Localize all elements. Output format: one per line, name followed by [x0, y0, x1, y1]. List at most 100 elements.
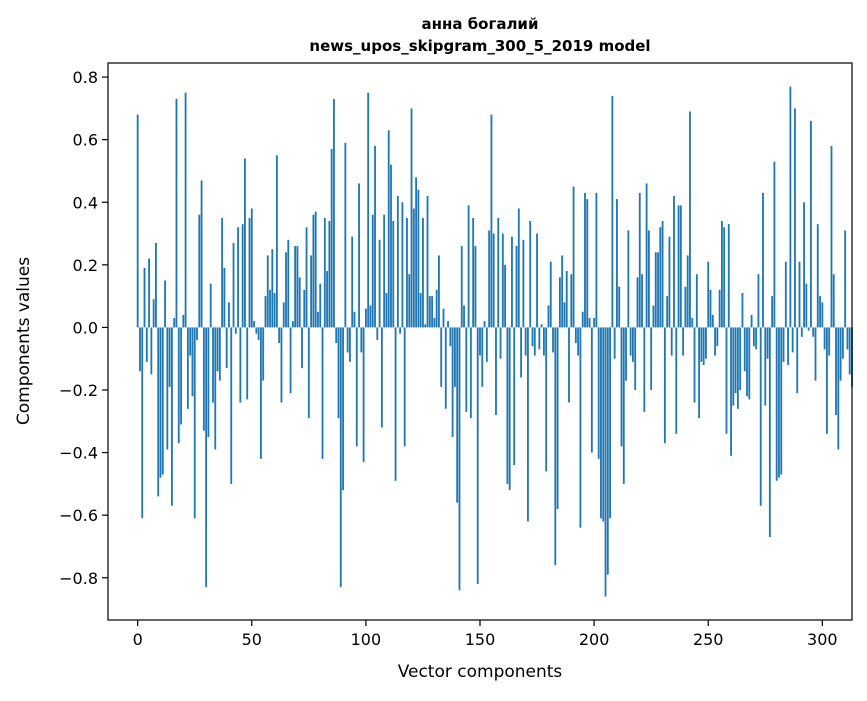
bar — [301, 327, 303, 369]
bar — [380, 327, 383, 428]
bar — [586, 199, 589, 328]
bar — [164, 280, 166, 328]
bar — [661, 221, 664, 328]
chart-title-line-2: news_upos_skipgram_300_5_2019 model — [309, 37, 650, 55]
bar — [344, 142, 347, 328]
bar — [506, 327, 509, 484]
bar — [837, 327, 840, 450]
bar — [714, 327, 716, 356]
bar — [600, 327, 602, 519]
bar — [574, 327, 577, 344]
bar — [435, 289, 438, 328]
bar — [362, 327, 365, 462]
bar — [816, 224, 819, 328]
bar — [410, 108, 413, 328]
bar — [739, 327, 742, 390]
y-tick-label: −0.4 — [59, 444, 98, 463]
bar — [342, 327, 344, 491]
bar — [417, 189, 420, 328]
bar — [383, 214, 386, 328]
bar — [323, 217, 326, 328]
bar — [472, 217, 475, 328]
bar — [424, 324, 427, 328]
bar — [803, 202, 805, 328]
chart-title-line-1: анна богалий — [422, 15, 539, 33]
bar — [369, 305, 372, 328]
bar — [743, 327, 746, 372]
bar — [691, 318, 694, 328]
bar — [759, 327, 762, 506]
bar — [807, 327, 810, 331]
bar — [253, 321, 255, 328]
bar — [716, 327, 719, 347]
bar — [207, 327, 210, 437]
bar — [821, 302, 824, 328]
bar — [303, 289, 306, 328]
bar — [403, 327, 406, 447]
bar — [698, 327, 701, 419]
bar — [485, 327, 488, 362]
bar — [371, 214, 374, 328]
bar — [741, 293, 744, 328]
bar — [702, 327, 705, 365]
bar — [684, 286, 687, 328]
bar — [351, 236, 354, 328]
bar — [431, 296, 433, 328]
bar — [568, 327, 570, 403]
bar — [542, 327, 545, 356]
bar — [611, 95, 614, 328]
bar — [581, 311, 584, 328]
bar — [768, 327, 771, 538]
bar — [705, 327, 707, 359]
bar — [579, 327, 582, 528]
bar — [488, 230, 491, 328]
bar — [629, 327, 632, 356]
bar — [212, 327, 214, 403]
x-tick-label: 300 — [807, 630, 838, 649]
bar — [469, 327, 472, 419]
bar — [841, 327, 844, 359]
bar — [616, 199, 618, 328]
bar — [285, 252, 287, 328]
y-axis: −0.8 −0.6 −0.4 −0.2 0.0 0.2 0.4 0.6 0.8 — [59, 68, 108, 588]
bar — [298, 277, 301, 328]
bar — [287, 239, 290, 328]
bar — [419, 293, 422, 328]
x-tick-label: 0 — [133, 630, 143, 649]
x-tick-label: 50 — [242, 630, 262, 649]
bar — [547, 305, 550, 328]
bar — [723, 227, 726, 328]
bar — [481, 327, 484, 387]
bar — [823, 327, 826, 350]
bar — [695, 274, 698, 328]
bar — [495, 327, 497, 416]
y-tick-label: 0.4 — [73, 193, 98, 212]
bar — [150, 327, 153, 375]
bar — [260, 327, 262, 459]
bar — [622, 327, 625, 484]
bar — [545, 327, 548, 472]
bar — [773, 161, 776, 328]
bar — [825, 327, 828, 434]
bar — [501, 233, 504, 328]
bar — [732, 327, 735, 406]
bar — [812, 327, 815, 337]
bar — [700, 327, 703, 362]
bar — [844, 230, 847, 328]
bar — [508, 327, 511, 491]
bar — [326, 271, 329, 328]
bar — [734, 327, 737, 394]
bar — [447, 321, 449, 328]
x-tick-label: 100 — [351, 630, 382, 649]
bar — [650, 327, 653, 390]
bar — [257, 327, 260, 340]
bar — [374, 145, 376, 328]
bar — [529, 221, 532, 328]
bar — [186, 327, 189, 409]
bar — [784, 261, 787, 328]
bar — [540, 324, 543, 328]
bar — [636, 277, 639, 328]
bar — [682, 327, 685, 356]
bar — [517, 208, 520, 328]
